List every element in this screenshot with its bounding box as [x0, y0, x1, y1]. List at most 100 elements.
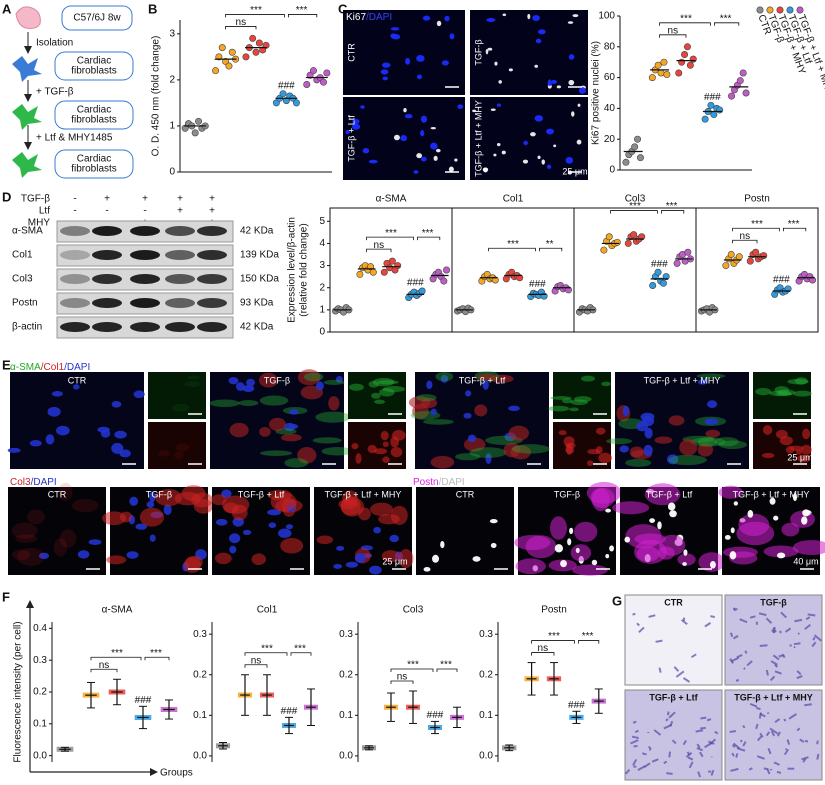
data-point	[636, 154, 644, 162]
significance: ***	[385, 228, 397, 239]
significance: ns	[251, 655, 262, 666]
data-point	[648, 74, 656, 82]
cell	[548, 405, 570, 412]
cell	[514, 534, 551, 551]
cell	[630, 739, 639, 745]
cell	[812, 636, 816, 641]
cell	[570, 399, 589, 406]
blot-band	[130, 322, 160, 332]
cell	[654, 436, 673, 444]
cell	[733, 634, 739, 640]
step-label: + TGF-β	[36, 87, 74, 98]
data-point	[760, 252, 768, 260]
cell	[677, 553, 696, 566]
data-point	[228, 48, 236, 56]
y-tick-label: 0	[609, 165, 615, 176]
band-size: 93 KDa	[240, 298, 274, 309]
cell	[673, 666, 680, 672]
cell	[390, 27, 400, 31]
cell	[416, 55, 425, 62]
data-point	[654, 268, 662, 276]
cell	[765, 617, 773, 624]
bracket	[417, 236, 441, 241]
data-point	[742, 89, 750, 97]
cell	[29, 440, 42, 447]
y-tick-label: 0.2	[193, 669, 207, 680]
stain-part: α-SMA	[10, 362, 41, 373]
cell	[351, 443, 359, 450]
cell	[742, 725, 746, 729]
data-point	[634, 135, 642, 143]
bracket	[366, 236, 414, 241]
cell	[569, 407, 579, 412]
legend-swatch	[786, 6, 794, 14]
cell	[765, 731, 771, 737]
cell	[551, 79, 557, 84]
y-tick-label: 5	[319, 216, 325, 227]
cell	[133, 390, 145, 399]
cell	[380, 430, 389, 441]
cell	[784, 627, 792, 633]
cell	[259, 426, 271, 437]
image-label: TGF-β + Ltf + MHY	[473, 100, 483, 177]
cell	[590, 487, 615, 508]
cell	[570, 544, 592, 562]
bracket	[244, 652, 288, 656]
cell	[572, 564, 608, 576]
cell	[183, 557, 201, 573]
cell	[345, 561, 359, 568]
image-label: CTR	[456, 489, 475, 499]
cell	[568, 54, 575, 60]
cell	[685, 752, 693, 758]
cell	[297, 369, 321, 386]
cell	[644, 427, 653, 439]
significance: ns	[374, 240, 385, 251]
label-bg	[635, 597, 712, 608]
image-label: TGF-β + Ltf + MHY	[325, 489, 402, 499]
blot-band	[165, 298, 195, 308]
cell	[268, 522, 277, 528]
data-point	[686, 61, 694, 69]
cell	[351, 123, 361, 130]
cell	[229, 422, 249, 438]
bracket	[90, 668, 118, 673]
data-point	[678, 58, 686, 66]
image-label: CTR	[664, 597, 683, 607]
data-point	[673, 259, 681, 267]
cell	[759, 732, 764, 738]
y-tick-label: 60	[604, 72, 616, 83]
condition-sign: +	[209, 206, 215, 217]
image-label: TGF-β	[760, 597, 787, 607]
cell	[71, 498, 99, 513]
y-tick-label: 80	[604, 41, 616, 52]
cell	[807, 613, 816, 617]
cell	[632, 612, 636, 616]
data-point	[225, 62, 233, 70]
cell	[209, 399, 241, 407]
data-point	[716, 106, 724, 114]
stain-label: α-SMA/Col1/DAPI	[10, 362, 90, 373]
cell	[556, 85, 562, 89]
bracket	[578, 640, 600, 644]
cell	[448, 166, 454, 172]
cell	[535, 38, 542, 44]
data-point	[565, 286, 573, 294]
cell	[440, 541, 445, 549]
data-point	[600, 246, 608, 254]
blot-band	[197, 322, 227, 332]
cell	[622, 405, 630, 417]
cell	[259, 450, 293, 456]
bracket	[714, 22, 740, 26]
cell	[706, 400, 718, 408]
data-point	[212, 67, 220, 75]
cell	[695, 729, 704, 733]
data-point	[630, 231, 638, 239]
cell	[416, 153, 423, 159]
cell	[770, 660, 778, 666]
cell	[706, 718, 712, 722]
cell	[373, 526, 382, 534]
cell	[474, 404, 488, 417]
y-tick-label: 3	[169, 28, 175, 39]
significance: ***	[440, 660, 452, 671]
